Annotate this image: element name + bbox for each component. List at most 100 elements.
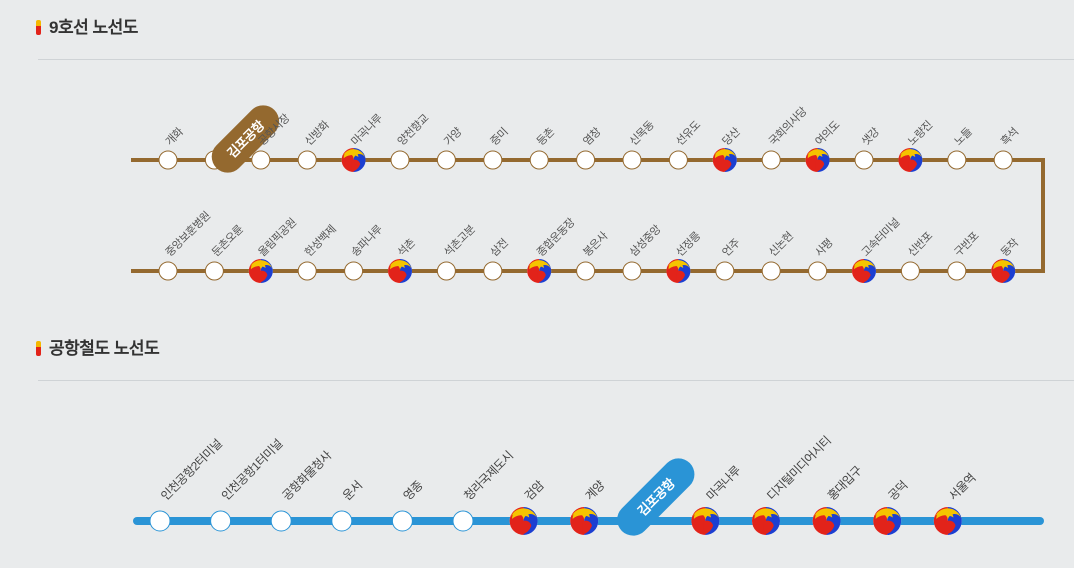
station-label: 공덕 — [885, 478, 910, 503]
station-label: 선유도 — [673, 118, 703, 148]
station-label: 사평 — [813, 236, 836, 259]
transfer-taeguk-icon[interactable] — [570, 507, 599, 535]
station-label: 염창 — [581, 125, 604, 148]
station-label: 공항화물청사 — [279, 448, 334, 503]
station-label: 선정릉 — [673, 229, 703, 259]
station-circle-icon[interactable] — [270, 510, 292, 532]
station-label: 마곡나루 — [349, 111, 386, 148]
station-circle-icon[interactable] — [436, 261, 456, 281]
station-label: 신반포 — [905, 229, 935, 259]
station-circle-icon[interactable] — [483, 150, 503, 170]
station-label: 운서 — [340, 478, 365, 503]
line9-divider — [38, 59, 1074, 60]
station-label: 신목동 — [627, 118, 657, 148]
station-circle-icon[interactable] — [251, 150, 271, 170]
transfer-taeguk-icon[interactable] — [691, 507, 720, 535]
station-circle-icon[interactable] — [947, 261, 967, 281]
station-circle-icon[interactable] — [576, 261, 596, 281]
station-circle-icon[interactable] — [297, 261, 317, 281]
station-label: 여의도 — [813, 118, 843, 148]
station-label: 샛강 — [859, 125, 882, 148]
transfer-taeguk-icon[interactable] — [527, 259, 552, 283]
transfer-taeguk-icon[interactable] — [712, 148, 737, 172]
station-label: 고속터미널 — [859, 216, 902, 259]
transfer-taeguk-icon[interactable] — [509, 507, 538, 535]
station-circle-icon[interactable] — [204, 261, 224, 281]
station-circle-icon[interactable] — [576, 150, 596, 170]
transfer-taeguk-icon[interactable] — [341, 148, 366, 172]
station-circle-icon[interactable] — [210, 510, 232, 532]
station-circle-icon[interactable] — [331, 510, 353, 532]
station-circle-icon[interactable] — [483, 261, 503, 281]
station-circle-icon[interactable] — [452, 510, 474, 532]
station-circle-icon[interactable] — [993, 150, 1013, 170]
transfer-taeguk-icon[interactable] — [852, 259, 876, 283]
station-label: 노들 — [952, 125, 975, 148]
station-circle-icon[interactable] — [900, 261, 920, 281]
station-circle-icon[interactable] — [391, 510, 413, 532]
station-label: 한성백제 — [302, 223, 338, 259]
station-label: 인천공항1터미널 — [218, 436, 285, 503]
station-label: 노량진 — [905, 119, 935, 149]
station-circle-icon[interactable] — [715, 261, 735, 281]
station-circle-icon[interactable] — [158, 261, 178, 281]
station-label: 영종 — [401, 478, 426, 503]
station-label: 계양 — [582, 478, 607, 503]
station-circle-icon[interactable] — [158, 150, 178, 170]
station-label: 디지털미디어시티 — [764, 434, 834, 504]
transfer-taeguk-icon[interactable] — [248, 259, 273, 283]
transfer-taeguk-icon[interactable] — [991, 259, 1016, 283]
transfer-taeguk-icon[interactable] — [752, 507, 780, 535]
station-label: 삼전 — [488, 236, 511, 259]
transfer-taeguk-icon[interactable] — [873, 507, 902, 535]
station-label: 검암 — [522, 478, 547, 503]
station-label: 석촌고분 — [441, 222, 478, 259]
transfer-taeguk-icon[interactable] — [898, 148, 923, 172]
station-label: 삼성중앙 — [627, 222, 664, 259]
station-label: 종합운동장 — [534, 216, 577, 259]
station-label: 등촌 — [534, 125, 557, 148]
station-label: 봉은사 — [581, 229, 611, 259]
station-circle-icon[interactable] — [622, 261, 642, 281]
station-circle-icon[interactable] — [947, 150, 967, 170]
station-label: 석촌 — [395, 236, 418, 259]
station-label: 청라국제도시 — [461, 448, 516, 503]
transfer-taeguk-icon[interactable] — [805, 148, 830, 172]
station-label: 흑석 — [997, 125, 1021, 149]
station-label: 중앙보훈병원 — [163, 209, 213, 259]
station-circle-icon[interactable] — [761, 150, 781, 170]
station-circle-icon[interactable] — [761, 261, 781, 281]
transfer-taeguk-icon[interactable] — [388, 259, 412, 283]
transfer-taeguk-icon[interactable] — [666, 259, 691, 283]
station-circle-icon[interactable] — [808, 261, 828, 281]
station-label: 양천향교 — [394, 111, 431, 148]
station-label: 당산 — [720, 125, 743, 148]
station-circle-icon[interactable] — [622, 150, 642, 170]
line9-title-text: 9호선 노선도 — [49, 18, 138, 37]
station-circle-icon[interactable] — [297, 150, 317, 170]
station-circle-icon[interactable] — [149, 510, 171, 532]
transfer-taeguk-icon[interactable] — [812, 507, 841, 535]
station-label: 신방화 — [302, 118, 332, 148]
station-label: 송파나루 — [349, 222, 386, 259]
station-label: 마곡나루 — [704, 463, 744, 503]
station-circle-icon[interactable] — [390, 150, 410, 170]
arex-section-title: 공항철도 노선도 — [36, 334, 160, 359]
station-circle-icon[interactable] — [344, 261, 364, 281]
station-label: 서울역 — [946, 471, 978, 503]
arex-title-text: 공항철도 노선도 — [49, 339, 160, 358]
station-label: 구반포 — [952, 229, 982, 259]
station-label: 둔촌오륜 — [209, 222, 246, 259]
title-bullet-icon — [36, 341, 41, 356]
gimpo-airport-highlight[interactable]: 김포공항 — [611, 452, 702, 543]
station-label: 신논현 — [766, 230, 796, 260]
station-circle-icon[interactable] — [436, 150, 456, 170]
station-label: 가양 — [441, 125, 464, 148]
station-circle-icon[interactable] — [529, 150, 549, 170]
station-circle-icon[interactable] — [668, 150, 688, 170]
transfer-taeguk-icon[interactable] — [933, 507, 962, 535]
station-label: 국회의사당 — [766, 105, 809, 148]
station-circle-icon[interactable] — [854, 150, 874, 170]
